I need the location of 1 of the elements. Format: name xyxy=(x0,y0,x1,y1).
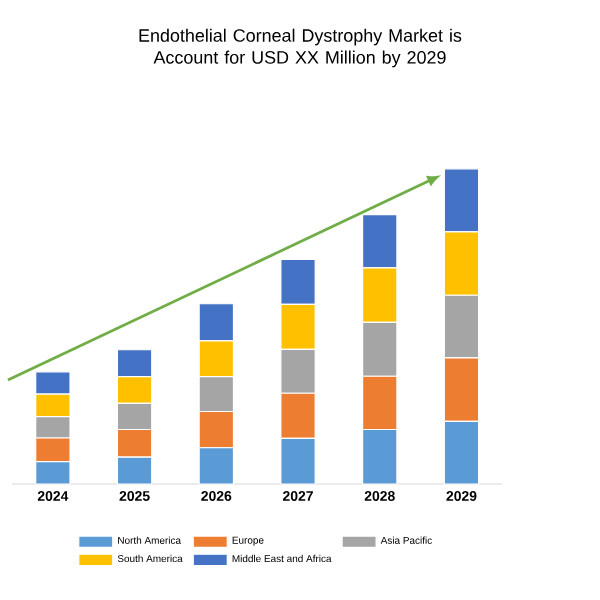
chart-title: Endothelial Corneal Dystrophy Market is Account for USD XX Million by 2029 xyxy=(139,28,462,68)
